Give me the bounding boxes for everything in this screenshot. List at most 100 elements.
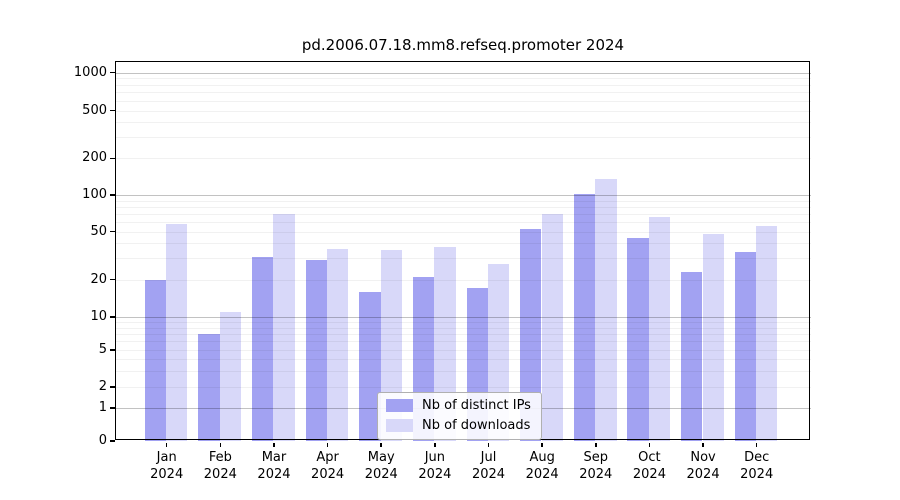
x-axis-tick (755, 442, 758, 447)
gridline-minor (115, 243, 811, 245)
legend-entry: Nb of distinct IPs (386, 398, 531, 413)
y-axis-tick (110, 386, 115, 388)
gridline-minor (115, 370, 811, 372)
bar-distinct-ips-feb (198, 333, 220, 441)
bar-distinct-ips-apr (305, 260, 327, 441)
y-axis-tick (110, 194, 115, 196)
gridline-minor (115, 279, 811, 281)
gridline-minor (115, 100, 811, 102)
x-axis-month-label: Apr (316, 450, 339, 465)
y-axis-tick-label: 200 (82, 150, 107, 166)
x-axis-month-label: Jan (156, 450, 177, 465)
bar-distinct-ips-jan (144, 279, 166, 441)
x-axis-month-label: Feb (208, 450, 232, 465)
x-axis-tick (702, 442, 704, 447)
y-axis-tick-label: 5 (98, 342, 107, 357)
legend-swatch (386, 399, 413, 412)
x-axis-year-label: 2024 (525, 467, 559, 482)
x-axis-tick (380, 442, 383, 447)
x-axis-tick (326, 442, 329, 447)
x-axis-month-label: Jun (424, 450, 446, 465)
gridline-major (115, 72, 811, 74)
x-axis-tick (165, 442, 168, 447)
y-axis-tick-label: 20 (90, 271, 107, 287)
bar-downloads-feb (219, 311, 242, 441)
y-axis-tick-label: 500 (82, 102, 107, 118)
bar-downloads-sep (595, 179, 617, 441)
x-axis-year-label: 2024 (257, 467, 291, 482)
bar-distinct-ips-sep (573, 193, 596, 441)
bar-downloads-nov (702, 233, 724, 441)
y-axis-tick (110, 407, 115, 409)
bar-distinct-ips-oct (627, 238, 649, 441)
gridline-minor (115, 341, 811, 343)
gridline-minor (115, 78, 811, 80)
y-axis-tick-label: 0 (98, 433, 107, 448)
y-axis-tick-label: 1000 (73, 64, 107, 80)
gridline-minor (115, 350, 811, 351)
gridline-minor (115, 92, 811, 94)
x-axis-year-label: 2024 (203, 467, 237, 482)
x-axis-tick (541, 442, 543, 447)
x-axis-tick (487, 442, 490, 447)
chart-title: pd.2006.07.18.mm8.refseq.promoter 2024 (301, 36, 625, 54)
x-axis-year-label: 2024 (471, 467, 506, 482)
legend-swatch (386, 419, 413, 432)
gridline-minor (115, 322, 811, 324)
bar-downloads-aug (541, 213, 563, 441)
y-axis-tick (110, 440, 115, 442)
x-axis-month-label: Oct (638, 450, 661, 465)
x-axis-month-label: May (367, 450, 395, 465)
gridline-minor (115, 213, 811, 215)
bar-distinct-ips-dec (734, 251, 756, 441)
gridline-minor (115, 221, 811, 223)
y-axis-tick-label: 50 (90, 223, 107, 239)
gridline-minor (115, 258, 811, 260)
x-axis-tick (219, 442, 222, 447)
y-axis-tick-label: 1 (98, 400, 107, 415)
gridline-minor (115, 137, 811, 139)
x-axis-year-label: 2024 (632, 467, 666, 482)
x-axis-month-label: Dec (744, 450, 770, 465)
gridline-minor (115, 327, 811, 329)
gridline-minor (115, 84, 811, 86)
y-axis-tick (110, 278, 115, 281)
y-axis-tick-label: 10 (90, 309, 107, 324)
gridline-minor (115, 231, 811, 233)
bar-distinct-ips-mar (251, 256, 274, 441)
bar-downloads-apr (327, 248, 349, 441)
y-axis-tick (110, 71, 115, 74)
bar-downloads-dec (756, 226, 778, 441)
legend-label: Nb of distinct IPs (422, 398, 531, 413)
y-axis-tick (110, 230, 115, 233)
bar-distinct-ips-nov (681, 272, 703, 441)
gridline-minor (115, 333, 811, 335)
gridline-major (115, 317, 811, 318)
gridline-minor (115, 387, 811, 388)
x-axis-year-label: 2024 (579, 467, 613, 482)
y-axis-tick-label: 2 (98, 379, 107, 394)
x-axis-year-label: 2024 (686, 467, 720, 482)
bar-distinct-ips-may (359, 291, 381, 441)
x-axis-year-label: 2024 (364, 467, 398, 482)
gridline-minor (115, 359, 811, 360)
chart-legend: Nb of distinct IPs Nb of downloads (377, 392, 542, 440)
y-axis-tick (110, 109, 115, 112)
bar-downloads-mar (273, 213, 295, 441)
bar-downloads-jan (166, 223, 188, 441)
y-axis-tick (110, 157, 115, 160)
bar-distinct-ips-aug (520, 229, 542, 441)
x-axis-tick (434, 442, 436, 447)
gridline-minor (115, 158, 811, 160)
x-axis-month-label: Nov (690, 450, 716, 465)
gridline-minor (115, 206, 811, 208)
legend-entry: Nb of downloads (386, 418, 531, 433)
bar-downloads-oct (648, 216, 671, 441)
x-axis-year-label: 2024 (150, 467, 184, 482)
legend-label: Nb of downloads (422, 418, 531, 433)
x-axis-year-label: 2024 (740, 467, 774, 482)
x-axis-year-label: 2024 (418, 467, 452, 482)
x-axis-month-label: Aug (529, 450, 555, 465)
x-axis-month-label: Mar (261, 450, 287, 465)
